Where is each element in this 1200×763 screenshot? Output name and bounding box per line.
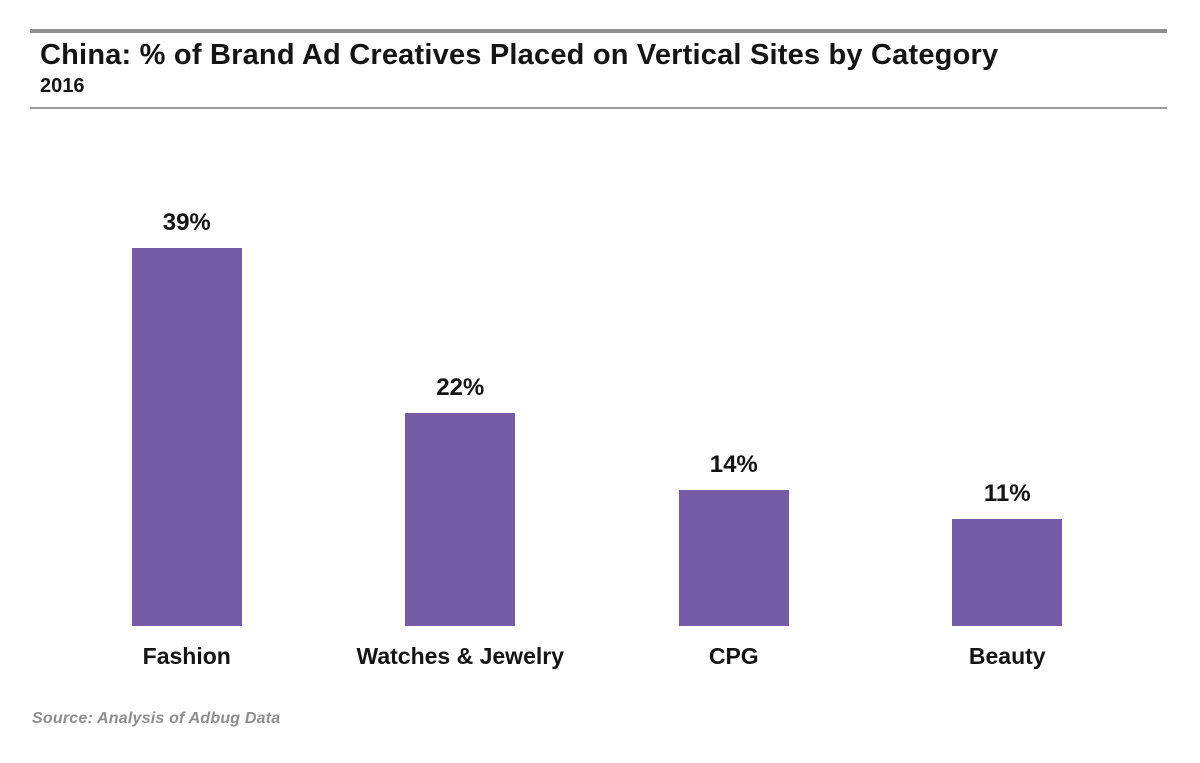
category-label-watches-jewelry: Watches & Jewelry: [356, 643, 565, 669]
category-labels-row: Fashion Watches & Jewelry CPG Beauty: [50, 643, 1144, 670]
chart-title: China: % of Brand Ad Creatives Placed on…: [40, 39, 999, 71]
chart-header: China: % of Brand Ad Creatives Placed on…: [30, 29, 1167, 110]
bar-cpg: [678, 490, 789, 626]
category-label-beauty: Beauty: [968, 643, 1046, 669]
bar-column-fashion: 39%: [50, 200, 324, 626]
bar-value-label-fashion: 39%: [162, 209, 211, 236]
source-note: Source: Analysis of Adbug Data: [32, 710, 281, 727]
bar-value-label-cpg: 14%: [709, 451, 758, 478]
bar-value-label-watches-jewelry: 22%: [436, 374, 485, 401]
bar-value-label-beauty: 11%: [983, 480, 1031, 507]
bar-chart: 39% 22% 14% 11% Fashion Watches & Jewelry CPG…: [50, 200, 1144, 670]
chart-subtitle: 2016: [40, 75, 85, 98]
bar-fashion: [131, 248, 242, 626]
category-label-cpg: CPG: [708, 643, 759, 669]
bar-column-cpg: 14%: [597, 200, 871, 626]
bar-column-beauty: 11%: [871, 200, 1145, 626]
category-label-fashion: Fashion: [142, 643, 231, 669]
bars-row: 39% 22% 14% 11%: [50, 200, 1144, 626]
bar-column-watches-jewelry: 22%: [324, 200, 598, 626]
bar-beauty: [952, 519, 1063, 626]
bar-watches-jewelry: [405, 413, 516, 626]
